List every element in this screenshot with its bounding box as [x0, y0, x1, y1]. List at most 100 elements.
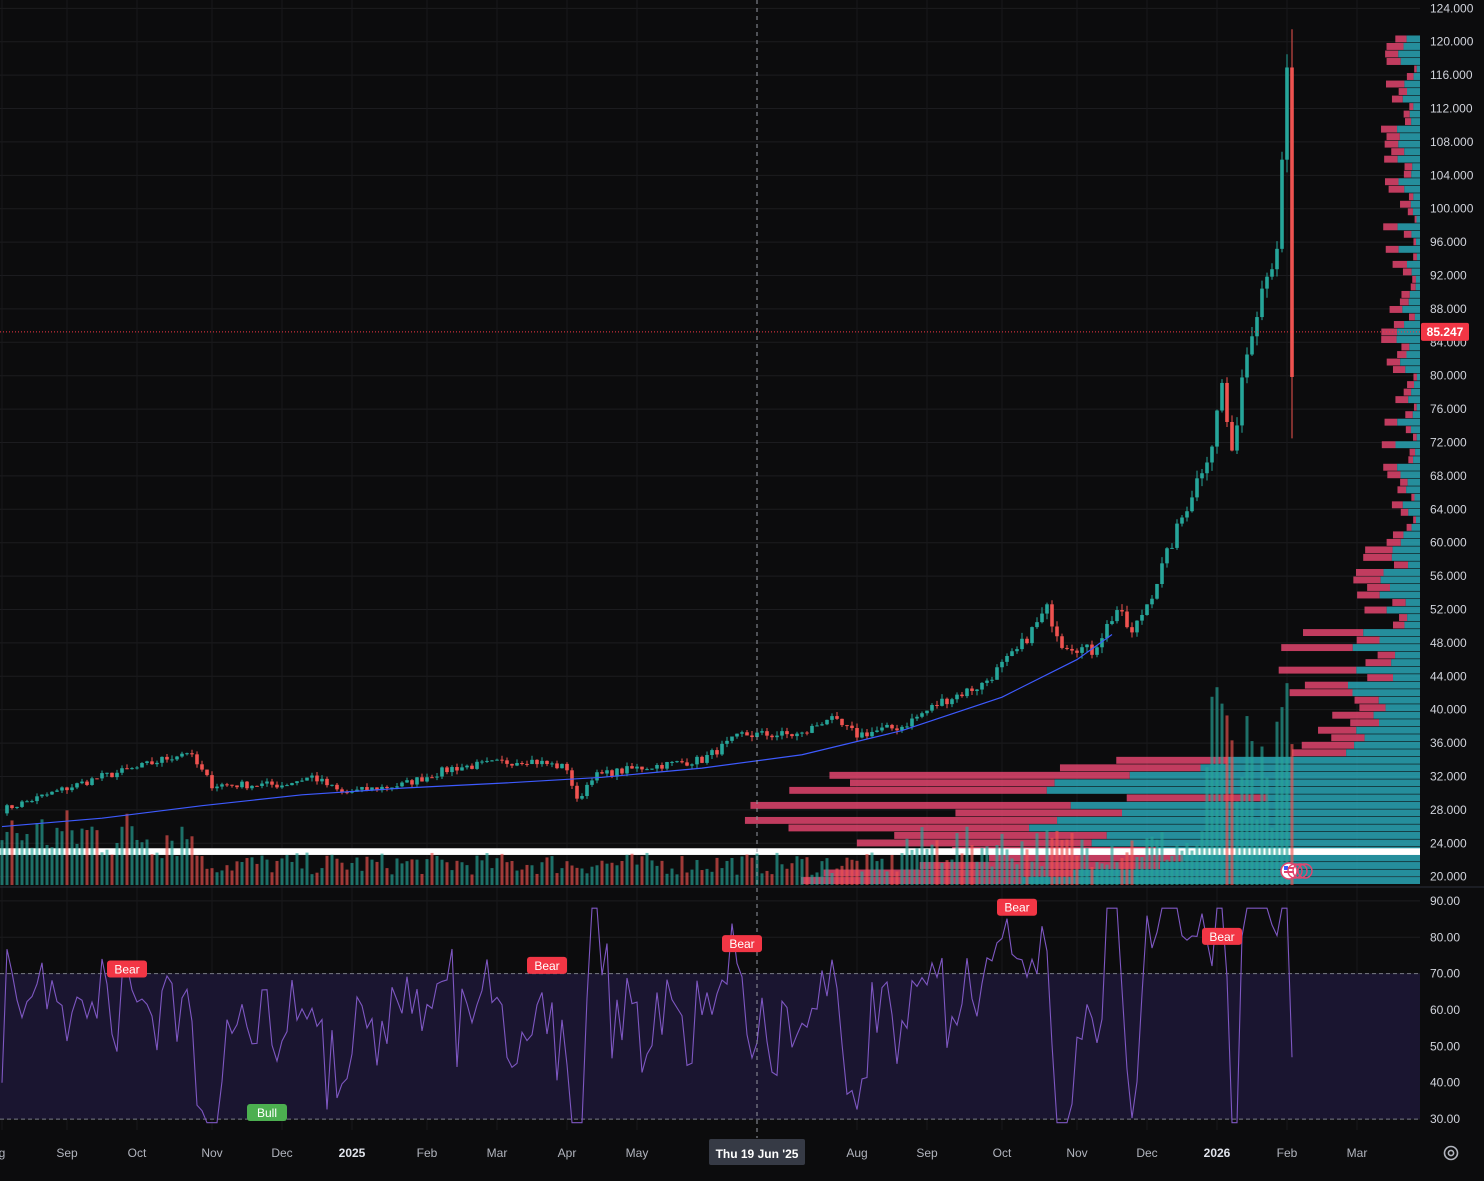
profile-bar-down	[1393, 321, 1405, 328]
profile-bar-down	[1395, 35, 1407, 43]
volume-bar	[885, 871, 889, 885]
bull-label-badge	[247, 1104, 287, 1121]
profile-bar-up	[1416, 253, 1420, 261]
profile-bar-down	[1413, 238, 1417, 246]
candle-body	[180, 753, 184, 757]
profile-bar-down	[1381, 441, 1396, 449]
time-tick-label: Dec	[271, 1146, 292, 1160]
price-axis[interactable]: 124.000 120.000 116.000 112.000 108.000 104.0…	[1430, 1, 1474, 1126]
profile-bar-down	[1406, 523, 1412, 531]
profile-bar-down	[1381, 336, 1397, 343]
price-candles	[5, 29, 1294, 816]
volume-bar	[725, 860, 729, 885]
profile-bar-down	[1398, 88, 1407, 95]
volume-bar	[1255, 819, 1259, 885]
volume-bar	[80, 828, 84, 885]
volume-bar	[1175, 844, 1179, 885]
candle-body	[600, 772, 604, 774]
candle-body	[1225, 382, 1229, 422]
candle-body	[5, 805, 9, 814]
volume-bar	[1240, 776, 1244, 885]
profile-bar-up	[1412, 411, 1420, 419]
profile-bar-down	[1413, 403, 1417, 411]
profile-bar-down	[1278, 666, 1357, 674]
candle-body	[635, 766, 639, 769]
profile-bar-up	[1398, 245, 1420, 253]
profile-bar-up	[1346, 749, 1420, 757]
volume-bar	[150, 854, 154, 885]
candle-body	[800, 732, 804, 734]
time-axis[interactable]: g Sep Oct Nov Dec 2025 Feb Mar Apr May Aug Sep Oct No…	[0, 1139, 1367, 1165]
profile-bar-down	[1403, 170, 1412, 178]
profile-bar-up	[1398, 178, 1420, 186]
bear-label-text: Bear	[534, 959, 559, 973]
volume-bar	[645, 852, 649, 885]
gear-icon[interactable]	[1440, 1142, 1462, 1164]
candle-body	[380, 786, 384, 791]
volume-bar	[700, 870, 704, 885]
volume-bar	[365, 856, 369, 885]
volume-bar	[245, 858, 249, 885]
candle-body	[980, 682, 984, 690]
profile-bar-down	[1389, 305, 1403, 313]
candle-body	[865, 732, 869, 737]
candle-body	[535, 759, 539, 765]
volume-bar	[400, 863, 404, 885]
candle-body	[835, 716, 839, 719]
volume-bar	[195, 855, 199, 885]
price-tick-label: 96.000	[1430, 235, 1467, 249]
profile-bar-up	[1412, 163, 1420, 171]
volume-bar	[1160, 832, 1164, 885]
candle-body	[1180, 517, 1184, 524]
profile-bar-down	[1397, 351, 1407, 358]
profile-bar-down	[1365, 546, 1393, 554]
price-tick-label: 64.000	[1430, 502, 1467, 516]
volume-bar	[170, 840, 174, 885]
profile-bar-down	[1392, 260, 1407, 268]
volume-bar	[1105, 864, 1109, 885]
volume-bar	[860, 871, 864, 885]
profile-bar-down	[1318, 726, 1357, 734]
volume-bar	[430, 852, 434, 885]
rsi-tick-label: 40.00	[1430, 1076, 1460, 1090]
volume-bar	[610, 862, 614, 885]
profile-bar-up	[1397, 418, 1420, 426]
crosshair-date-label: Thu 19 Jun '25	[716, 1147, 799, 1161]
candle-body	[640, 766, 644, 770]
price-tick-label: 56.000	[1430, 569, 1467, 583]
candle-body	[725, 740, 729, 744]
time-tick-label: Oct	[128, 1146, 147, 1160]
candle-body	[615, 768, 619, 777]
volume-bar	[390, 874, 394, 885]
volume-bar	[495, 858, 499, 885]
volume-bar	[1145, 838, 1149, 885]
volume-bar	[955, 833, 959, 885]
candle-body	[395, 786, 399, 788]
volume-bar	[135, 839, 139, 885]
volume-bar	[425, 859, 429, 885]
profile-bar-up	[1416, 403, 1420, 411]
bear-label-badge	[1202, 927, 1242, 945]
value-area-line	[0, 848, 1420, 855]
candle-body	[120, 768, 124, 773]
profile-bar-up	[1379, 636, 1420, 644]
candle-body	[195, 754, 199, 765]
candle-body	[1090, 644, 1094, 655]
profile-bar-up	[1379, 591, 1420, 599]
candle-body	[330, 784, 334, 786]
price-tick-label: 60.000	[1430, 536, 1467, 550]
volume-bar	[490, 868, 494, 885]
volume-bar	[825, 858, 829, 885]
profile-bar-up	[1411, 230, 1420, 238]
volume-bar	[590, 866, 594, 885]
profile-bar-down	[1405, 426, 1411, 434]
candle-body	[115, 772, 119, 778]
candle-body	[1235, 425, 1239, 451]
profile-bar-up	[1404, 321, 1420, 328]
profile-bar-up	[1029, 824, 1420, 832]
profile-bar-up	[1405, 599, 1420, 606]
moving-average-line	[1, 634, 1113, 828]
volume-bar	[580, 868, 584, 885]
candle-body	[675, 761, 679, 763]
